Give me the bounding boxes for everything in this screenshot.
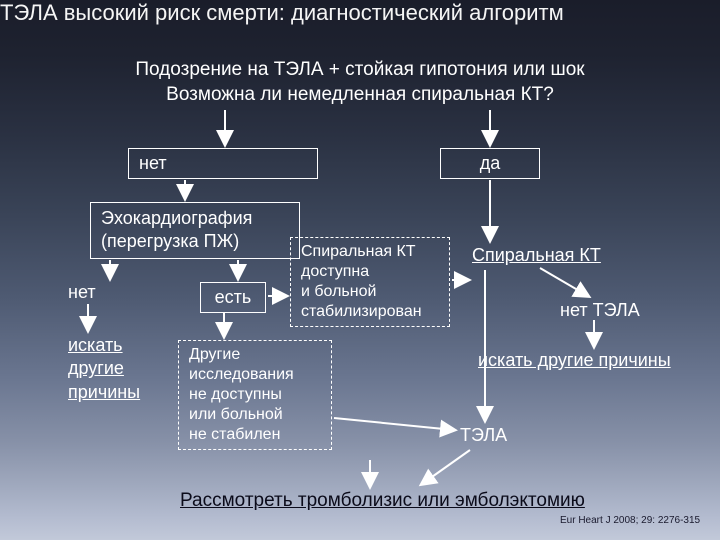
node-echo: Эхокардиография(перегрузка ПЖ) [90,202,300,259]
node-seek2: искать другие причины [478,350,671,371]
subtitle: Подозрение на ТЭЛА + стойкая гипотония и… [0,58,720,107]
conclusion: Рассмотреть тромболизис или эмболэктомию [180,490,585,512]
node-other: Другиеисследованияне доступныили больной… [178,340,332,450]
subtitle-line2: Возможна ли немедленная спиральная КТ? [0,83,720,108]
node-no2: нет [68,282,96,303]
node-pe: ТЭЛА [460,425,507,446]
node-no1: нет [128,148,318,179]
page-title: ТЭЛА высокий риск смерти: диагностически… [0,0,564,26]
node-nope: нет ТЭЛА [560,300,640,321]
node-seek1: искатьдругиепричины [68,334,140,404]
node-ctbox: Спиральная КТдоступнаи больнойстабилизир… [290,237,450,327]
node-ctlbl: Спиральная КТ [472,245,601,266]
node-yes1: да [440,148,540,179]
citation: Eur Heart J 2008; 29: 2276-315 [560,515,700,526]
subtitle-line1: Подозрение на ТЭЛА + стойкая гипотония и… [0,58,720,83]
node-yes2: есть [200,282,266,313]
